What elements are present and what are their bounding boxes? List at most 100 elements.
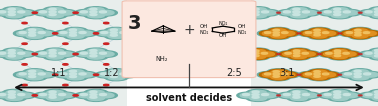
Circle shape <box>3 92 26 99</box>
Circle shape <box>300 93 317 98</box>
Circle shape <box>267 27 290 34</box>
Circle shape <box>81 52 87 54</box>
Circle shape <box>32 95 37 96</box>
Circle shape <box>349 74 372 81</box>
Circle shape <box>88 13 104 18</box>
Circle shape <box>33 71 56 78</box>
Circle shape <box>78 93 95 98</box>
Circle shape <box>8 8 15 10</box>
Circle shape <box>273 32 279 33</box>
Circle shape <box>324 11 331 13</box>
Circle shape <box>49 96 56 98</box>
Circle shape <box>98 72 115 77</box>
Circle shape <box>369 89 378 96</box>
Circle shape <box>120 32 127 34</box>
Circle shape <box>8 52 15 54</box>
Circle shape <box>300 30 321 36</box>
Circle shape <box>352 75 369 80</box>
Circle shape <box>309 69 330 75</box>
Circle shape <box>265 73 271 75</box>
Circle shape <box>261 52 268 54</box>
Circle shape <box>8 94 15 96</box>
Circle shape <box>12 92 36 99</box>
Circle shape <box>291 10 307 15</box>
Circle shape <box>293 91 300 93</box>
Circle shape <box>118 31 135 36</box>
Circle shape <box>23 69 46 75</box>
Circle shape <box>262 73 278 77</box>
Circle shape <box>250 93 266 98</box>
Circle shape <box>363 52 378 56</box>
Circle shape <box>54 71 78 78</box>
Circle shape <box>250 10 266 15</box>
Circle shape <box>240 93 257 98</box>
Circle shape <box>352 72 369 77</box>
Circle shape <box>67 72 84 77</box>
Circle shape <box>262 52 269 54</box>
Circle shape <box>0 52 6 54</box>
Circle shape <box>293 94 300 96</box>
Circle shape <box>63 43 68 45</box>
Circle shape <box>23 30 46 37</box>
Circle shape <box>352 70 369 74</box>
Circle shape <box>54 30 78 37</box>
Circle shape <box>375 94 378 96</box>
Circle shape <box>15 93 33 98</box>
Circle shape <box>270 75 287 80</box>
Circle shape <box>268 69 289 75</box>
Circle shape <box>279 73 295 77</box>
Circle shape <box>108 75 125 80</box>
Circle shape <box>84 7 108 13</box>
Circle shape <box>312 31 327 36</box>
Circle shape <box>8 91 15 93</box>
Circle shape <box>3 9 26 16</box>
Circle shape <box>26 70 43 74</box>
Circle shape <box>273 70 279 72</box>
Circle shape <box>323 73 330 75</box>
Circle shape <box>8 55 15 57</box>
Circle shape <box>318 30 339 36</box>
Circle shape <box>302 52 310 54</box>
Circle shape <box>355 32 361 33</box>
Circle shape <box>97 10 114 15</box>
Circle shape <box>12 9 36 16</box>
Circle shape <box>300 52 317 56</box>
Circle shape <box>311 75 328 80</box>
Circle shape <box>277 12 280 13</box>
Circle shape <box>237 9 260 16</box>
Circle shape <box>372 10 378 15</box>
Circle shape <box>23 74 46 81</box>
Circle shape <box>287 12 311 19</box>
Circle shape <box>15 10 33 15</box>
Circle shape <box>97 93 114 98</box>
Circle shape <box>38 32 45 34</box>
Circle shape <box>328 92 352 99</box>
Circle shape <box>364 73 371 75</box>
Circle shape <box>53 51 76 57</box>
Circle shape <box>302 52 308 54</box>
Text: solvent decides: solvent decides <box>146 93 232 103</box>
Circle shape <box>308 27 331 34</box>
Circle shape <box>53 9 76 16</box>
Circle shape <box>70 76 76 78</box>
Circle shape <box>34 51 57 57</box>
Circle shape <box>240 52 257 56</box>
Circle shape <box>110 34 117 36</box>
Circle shape <box>314 32 320 33</box>
Circle shape <box>313 70 320 72</box>
Circle shape <box>94 51 117 57</box>
Circle shape <box>350 28 371 34</box>
Circle shape <box>341 93 358 98</box>
Circle shape <box>297 33 301 34</box>
Circle shape <box>8 96 15 98</box>
Circle shape <box>105 71 128 78</box>
Circle shape <box>309 74 330 80</box>
Circle shape <box>243 11 249 13</box>
Circle shape <box>246 89 270 96</box>
Circle shape <box>253 50 259 52</box>
Circle shape <box>101 32 108 34</box>
Circle shape <box>284 94 290 96</box>
Circle shape <box>276 71 300 78</box>
Circle shape <box>47 96 64 100</box>
Circle shape <box>257 30 281 37</box>
